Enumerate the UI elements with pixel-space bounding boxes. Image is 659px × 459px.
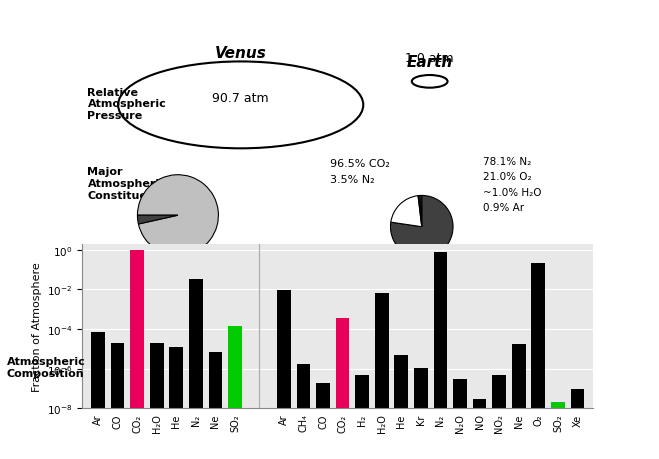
Bar: [277, 291, 291, 459]
Wedge shape: [391, 196, 422, 227]
Bar: [492, 375, 506, 459]
Text: 1.0 atm: 1.0 atm: [405, 52, 454, 65]
Bar: [336, 318, 349, 459]
Bar: [91, 332, 105, 459]
Bar: [150, 343, 163, 459]
Wedge shape: [420, 196, 422, 227]
Text: 90.7 atm: 90.7 atm: [212, 92, 269, 105]
Wedge shape: [138, 216, 178, 224]
Text: Relative
Atmospheric
Pressure: Relative Atmospheric Pressure: [88, 88, 166, 121]
Text: Venus: Venus: [215, 45, 267, 61]
Text: 96.5% CO₂: 96.5% CO₂: [330, 158, 390, 168]
Wedge shape: [418, 196, 422, 227]
Bar: [531, 264, 545, 459]
Bar: [111, 343, 125, 459]
Bar: [434, 252, 447, 459]
Text: 21.0% O₂: 21.0% O₂: [483, 172, 532, 182]
Text: Major
Atmospheric
Constituents: Major Atmospheric Constituents: [88, 167, 167, 200]
Bar: [473, 399, 486, 459]
Text: ~1.0% H₂O: ~1.0% H₂O: [483, 187, 542, 197]
Bar: [316, 383, 330, 459]
Bar: [453, 379, 467, 459]
Bar: [551, 403, 565, 459]
Bar: [512, 344, 526, 459]
Bar: [571, 390, 585, 459]
Bar: [130, 251, 144, 459]
Text: Earth: Earth: [407, 55, 453, 70]
Y-axis label: Fraction of Atmosphere: Fraction of Atmosphere: [32, 262, 42, 391]
Text: 0.9% Ar: 0.9% Ar: [483, 203, 525, 213]
Bar: [355, 375, 369, 459]
Bar: [189, 279, 203, 459]
Bar: [209, 352, 222, 459]
Text: 78.1% N₂: 78.1% N₂: [483, 157, 532, 167]
Bar: [297, 364, 310, 459]
Bar: [414, 368, 428, 459]
Wedge shape: [391, 196, 453, 258]
Bar: [169, 347, 183, 459]
Text: Atmospheric
Composition: Atmospheric Composition: [7, 357, 85, 378]
Bar: [228, 326, 242, 459]
Bar: [395, 355, 408, 459]
Wedge shape: [138, 175, 218, 256]
Text: 3.5% N₂: 3.5% N₂: [330, 175, 375, 185]
Bar: [375, 293, 389, 459]
